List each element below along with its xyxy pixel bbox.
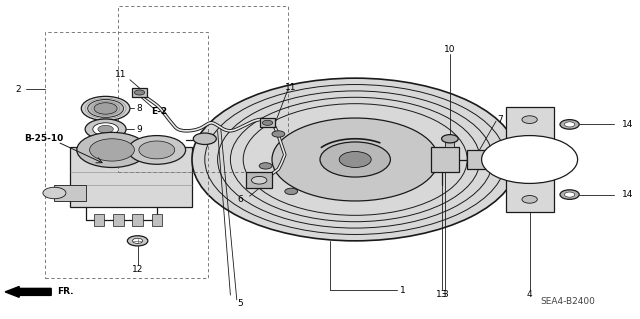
Circle shape (522, 196, 538, 203)
Circle shape (442, 135, 458, 143)
Circle shape (285, 188, 298, 195)
Bar (431, 147, 459, 172)
Text: 7: 7 (498, 115, 503, 124)
Bar (118, 6, 288, 172)
Bar (54, 185, 86, 201)
Bar (467, 150, 486, 169)
Circle shape (90, 139, 134, 161)
Circle shape (262, 120, 273, 125)
Bar (45, 32, 208, 278)
Text: 11: 11 (285, 83, 297, 92)
Text: B-25-10: B-25-10 (24, 134, 63, 143)
Text: 8: 8 (137, 104, 142, 113)
Bar (246, 172, 272, 188)
Text: 10: 10 (444, 45, 456, 54)
Bar (547, 154, 563, 165)
Text: 4: 4 (527, 290, 532, 299)
Circle shape (259, 163, 272, 169)
Circle shape (564, 122, 575, 127)
Bar (260, 118, 275, 127)
Bar (152, 214, 162, 226)
Text: 5: 5 (237, 299, 243, 308)
Text: SEA4-B2400: SEA4-B2400 (540, 297, 595, 306)
Circle shape (560, 190, 579, 199)
Circle shape (81, 96, 130, 121)
Circle shape (481, 136, 578, 183)
Text: 3: 3 (442, 290, 447, 299)
Text: 6: 6 (237, 195, 243, 204)
Circle shape (252, 176, 267, 184)
Bar (445, 139, 454, 147)
Text: 14: 14 (622, 190, 634, 199)
Circle shape (94, 103, 117, 114)
Circle shape (127, 236, 148, 246)
Text: E-2: E-2 (150, 107, 167, 116)
Circle shape (560, 120, 579, 129)
Circle shape (272, 118, 438, 201)
Circle shape (93, 123, 118, 136)
Text: 13: 13 (436, 290, 447, 299)
Circle shape (132, 238, 143, 243)
FancyArrow shape (5, 286, 51, 297)
Bar (506, 107, 554, 212)
Text: 1: 1 (401, 286, 406, 295)
Circle shape (98, 125, 113, 133)
Circle shape (128, 136, 186, 164)
Circle shape (88, 100, 124, 117)
Circle shape (564, 192, 575, 197)
Text: FR.: FR. (58, 287, 74, 296)
Bar (70, 147, 192, 207)
Text: 2: 2 (15, 85, 20, 94)
Bar (132, 88, 147, 97)
Text: 14: 14 (622, 120, 634, 129)
Circle shape (320, 142, 390, 177)
Circle shape (192, 78, 518, 241)
Text: 12: 12 (132, 265, 143, 274)
Bar (113, 214, 124, 226)
Circle shape (85, 119, 126, 139)
Circle shape (272, 131, 285, 137)
Circle shape (193, 133, 216, 145)
Circle shape (43, 187, 66, 199)
Bar (132, 214, 143, 226)
Circle shape (339, 152, 371, 167)
Circle shape (139, 141, 175, 159)
Text: 11: 11 (115, 70, 126, 79)
Circle shape (522, 116, 538, 123)
Text: 9: 9 (137, 125, 142, 134)
Circle shape (134, 90, 145, 95)
Bar (94, 214, 104, 226)
Circle shape (77, 132, 147, 167)
